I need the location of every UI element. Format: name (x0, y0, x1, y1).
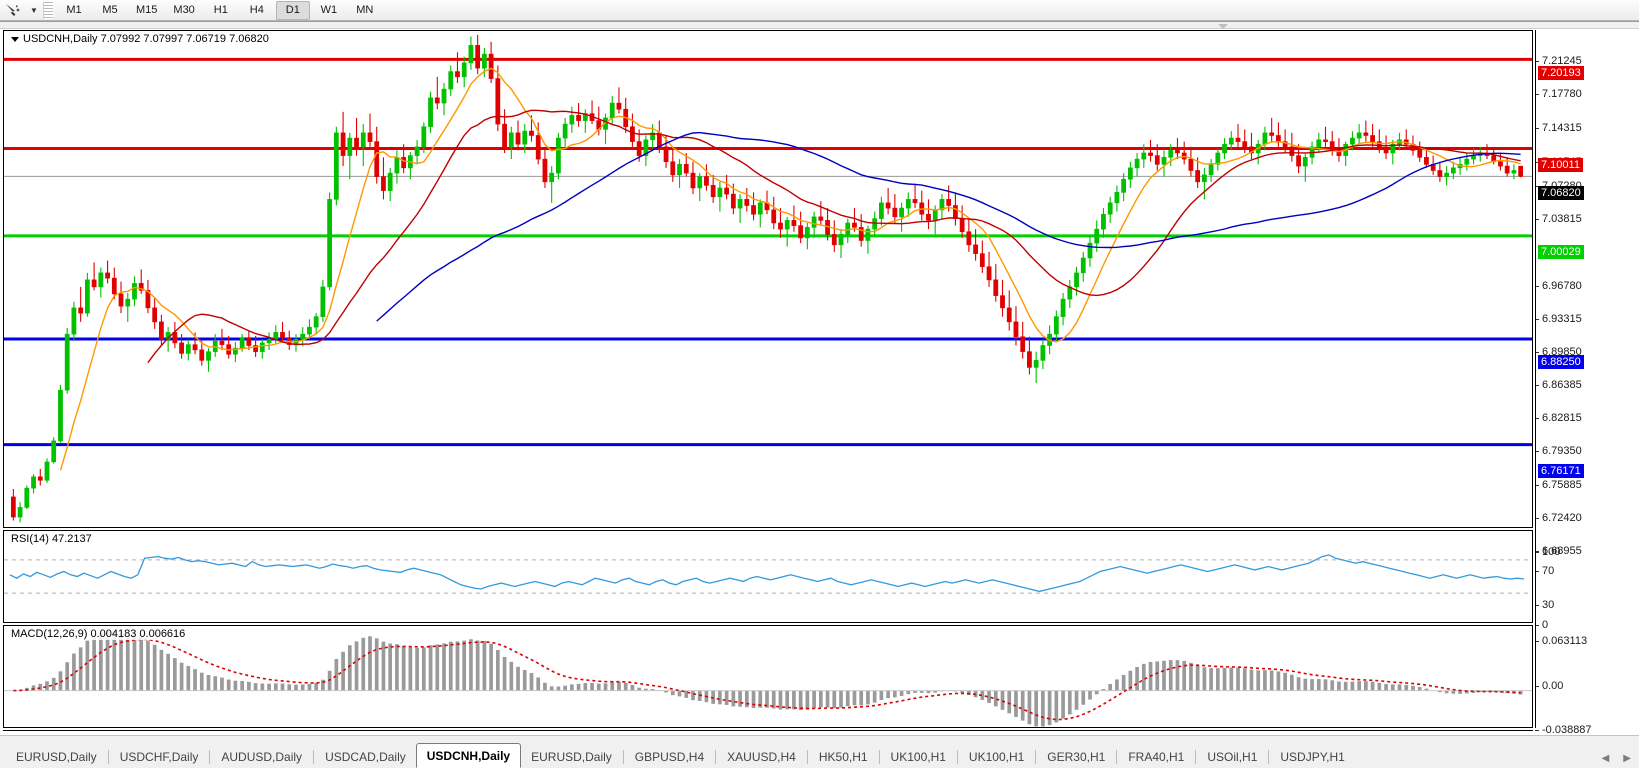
tab-next-icon[interactable]: ▶ (1623, 753, 1631, 764)
symbol-tab-bar: EURUSD,Daily USDCHF,Daily AUDUSD,Daily USDC… (0, 735, 1639, 768)
price-tick-714315: 7.14315 (1535, 122, 1582, 134)
support-label-700029[interactable]: 7.00029 (1538, 245, 1584, 259)
symbol-tabs: EURUSD,Daily USDCHF,Daily AUDUSD,Daily USDC… (0, 741, 1602, 768)
rsi-tick-30: 30 (1535, 599, 1554, 611)
chart-top-strip (0, 22, 1639, 29)
macd-tick-0063113: 0.063113 (1535, 635, 1587, 647)
timeframe-buttons: M1 M5 M15 M30 H1 H4 D1 W1 MN (56, 0, 383, 21)
resistance-label-710011[interactable]: 7.10011 (1538, 158, 1583, 172)
macd-pane-label: MACD(12,26,9) 0.004183 0.006616 (9, 628, 188, 640)
price-tick-693315: 6.93315 (1535, 313, 1582, 325)
macd-svg (4, 630, 1532, 727)
tab-separator (956, 750, 958, 764)
cursor-crosshair-icon[interactable] (0, 1, 26, 20)
rsi-pane-label: RSI(14) 47.2137 (9, 533, 94, 545)
price-tick-682815: 6.82815 (1535, 412, 1582, 424)
ma-slow-blue (376, 131, 1521, 322)
symbol-tab-hk50-h1[interactable]: HK50,H1 (818, 750, 868, 764)
timeframe-button-w1[interactable]: W1 (320, 4, 338, 16)
support-label-676171[interactable]: 6.76171 (1538, 464, 1584, 478)
tab-separator (1035, 750, 1037, 764)
symbol-tab-audusd-daily[interactable]: AUDUSD,Daily (221, 750, 303, 764)
rsi-tick-0: 0 (1535, 619, 1548, 631)
price-pane-label: USDCNH,Daily 7.07992 7.07997 7.06719 7.0… (9, 33, 271, 45)
macd-tick-0038887: -0.038887 (1535, 724, 1592, 736)
rsi-svg (4, 554, 1532, 594)
tab-prev-icon[interactable]: ◀ (1601, 753, 1610, 764)
price-tick-686385: 6.86385 (1535, 379, 1582, 391)
price-tick-721245: 7.21245 (1535, 55, 1582, 67)
symbol-tab-usdcnh-daily[interactable]: USDCNH,Daily (415, 743, 522, 768)
symbol-tab-xauusd-h4[interactable]: XAUUSD,H4 (727, 750, 796, 764)
symbol-tab-uk100-h1[interactable]: UK100,H1 (968, 750, 1025, 764)
symbol-tab-fra40-h1[interactable]: FRA40,H1 (1128, 750, 1185, 764)
price-tick-668955: 6.68955 (1535, 545, 1582, 557)
tab-separator (1268, 750, 1270, 764)
price-axis-border (1535, 30, 1536, 728)
symbol-tab-usoil-h1[interactable]: USOil,H1 (1207, 750, 1258, 764)
symbol-tab-uk100-h1[interactable]: UK100,H1 (890, 750, 946, 764)
price-tick-679350: 6.79350 (1535, 445, 1582, 457)
price-pane-label-text: USDCNH,Daily 7.07992 7.07997 7.06719 7.0… (23, 33, 269, 45)
last-price-label[interactable]: 7.06820 (1538, 186, 1584, 200)
rsi-tick-100: 100 (1535, 546, 1560, 558)
tab-separator (1116, 750, 1118, 764)
symbol-tab-usdcad-daily[interactable]: USDCAD,Daily (325, 750, 406, 764)
ma-fast-orange (59, 67, 1521, 471)
ma-mid-red (147, 109, 1521, 364)
price-axis[interactable]: 7.212457.177807.143157.107457.072807.038… (1535, 30, 1639, 736)
tab-navigation: ◀ ▶ (1602, 753, 1639, 768)
scroll-marker-icon[interactable] (1218, 24, 1228, 29)
price-tick-672420: 6.72420 (1535, 512, 1582, 524)
rsi-line (9, 554, 1525, 593)
timeframe-button-h4[interactable]: H4 (249, 4, 264, 16)
resistance-label-720193[interactable]: 7.20193 (1538, 66, 1584, 80)
macd-tick-000: 0.00 (1535, 680, 1563, 692)
timeframe-button-m15[interactable]: M15 (136, 4, 158, 16)
timeframe-button-h1[interactable]: H1 (213, 4, 228, 16)
symbol-tab-usdjpy-h1[interactable]: USDJPY,H1 (1280, 750, 1345, 764)
macd-signal-line (13, 638, 1521, 721)
symbol-tab-usdchf-daily[interactable]: USDCHF,Daily (119, 750, 199, 764)
timeframe-button-m30[interactable]: M30 (173, 4, 195, 16)
support-label-688250[interactable]: 6.88250 (1538, 355, 1584, 369)
price-chart-pane[interactable]: USDCNH,Daily 7.07992 7.07997 7.06719 7.0… (3, 30, 1533, 528)
tab-separator (107, 750, 109, 764)
price-tick-703815: 7.03815 (1535, 213, 1582, 225)
price-tick-696780: 6.96780 (1535, 280, 1582, 292)
chevron-down-icon[interactable]: ▼ (30, 5, 38, 15)
timeframe-button-d1[interactable]: D1 (275, 0, 310, 20)
tab-separator (313, 750, 315, 764)
tab-separator (209, 750, 211, 764)
price-tick-717780: 7.17780 (1535, 88, 1582, 100)
price-candles-svg (4, 34, 1532, 523)
tab-separator (1195, 750, 1197, 764)
macd-pane[interactable]: MACD(12,26,9) 0.004183 0.006616 (3, 625, 1533, 728)
toolbar: ▼ M1 M5 M15 M30 H1 H4 D1 W1 MN (0, 0, 1639, 21)
timeframe-button-m5[interactable]: M5 (102, 4, 118, 16)
rsi-pane[interactable]: RSI(14) 47.2137 (3, 530, 1533, 623)
pane-dropdown-icon[interactable] (11, 36, 19, 42)
symbol-tab-gbpusd-h4[interactable]: GBPUSD,H4 (634, 750, 705, 764)
toolbar-grip-icon[interactable] (43, 1, 53, 19)
symbol-tab-eurusd-daily[interactable]: EURUSD,Daily (531, 750, 612, 764)
tab-separator (806, 750, 808, 764)
tab-separator (878, 750, 880, 764)
rsi-tick-70: 70 (1535, 565, 1554, 577)
price-tick-675885: 6.75885 (1535, 479, 1582, 491)
tab-separator (622, 750, 624, 764)
chart-area: USDCNH,Daily 7.07992 7.07997 7.06719 7.0… (0, 21, 1639, 750)
symbol-tab-eurusd-daily[interactable]: EURUSD,Daily (16, 750, 97, 764)
timeframe-button-m1[interactable]: M1 (66, 4, 82, 16)
symbol-tab-ger30-h1[interactable]: GER30,H1 (1047, 750, 1106, 764)
tab-separator (715, 750, 717, 764)
timeframe-button-mn[interactable]: MN (356, 4, 374, 16)
